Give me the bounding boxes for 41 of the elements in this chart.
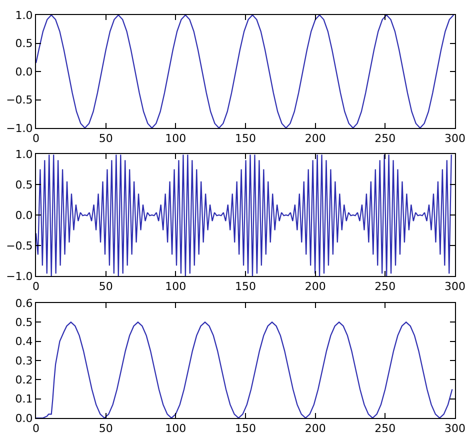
x-tick-label: 200: [304, 422, 326, 436]
y-tick-label: 0.0: [15, 412, 33, 425]
x-tick-label: 200: [304, 280, 326, 294]
y-tick-label: −0.5: [6, 239, 33, 252]
x-tick-label: 250: [374, 132, 396, 146]
y-tick-label: 0.0: [15, 208, 33, 222]
x-tick-label: 100: [165, 132, 186, 146]
line-series: [36, 15, 454, 128]
y-tick-label: 1.0: [15, 148, 33, 161]
x-tick-label: 300: [444, 422, 466, 436]
y-tick-label: 1.0: [15, 8, 33, 22]
x-tick-label: 300: [444, 132, 466, 146]
x-tick-label: 250: [374, 280, 396, 294]
x-tick-label: 100: [165, 422, 186, 436]
x-tick-label: 250: [374, 422, 396, 436]
x-tick-label: 0: [32, 132, 40, 146]
x-tick-label: 100: [165, 280, 186, 294]
x-tick-label: 300: [444, 280, 466, 294]
x-tick-label: 50: [98, 422, 113, 436]
x-tick-label: 0: [32, 280, 40, 294]
y-tick-label: 0.2: [15, 374, 33, 387]
x-tick-label: 150: [235, 280, 256, 294]
y-tick-label: 0.1: [15, 392, 33, 406]
y-tick-label: 0.4: [15, 335, 33, 348]
y-tick-label: −1.0: [6, 270, 33, 283]
x-tick-label: 50: [98, 132, 113, 146]
x-tick-label: 200: [304, 132, 326, 146]
x-tick-label: 150: [235, 132, 256, 146]
y-tick-label: 0.5: [15, 178, 33, 192]
line-series: [36, 322, 453, 418]
line-series: [36, 154, 452, 276]
y-tick-label: −0.5: [6, 94, 33, 107]
x-tick-label: 150: [235, 422, 256, 436]
y-tick-label: 0.0: [15, 65, 33, 78]
x-tick-label: 50: [98, 280, 113, 294]
y-tick-label: −1.0: [6, 122, 33, 135]
y-tick-label: 0.6: [15, 296, 33, 310]
x-tick-label: 0: [32, 422, 40, 436]
y-tick-label: 0.5: [15, 37, 33, 50]
y-tick-label: 0.5: [15, 316, 33, 330]
y-tick-label: 0.3: [15, 354, 33, 368]
